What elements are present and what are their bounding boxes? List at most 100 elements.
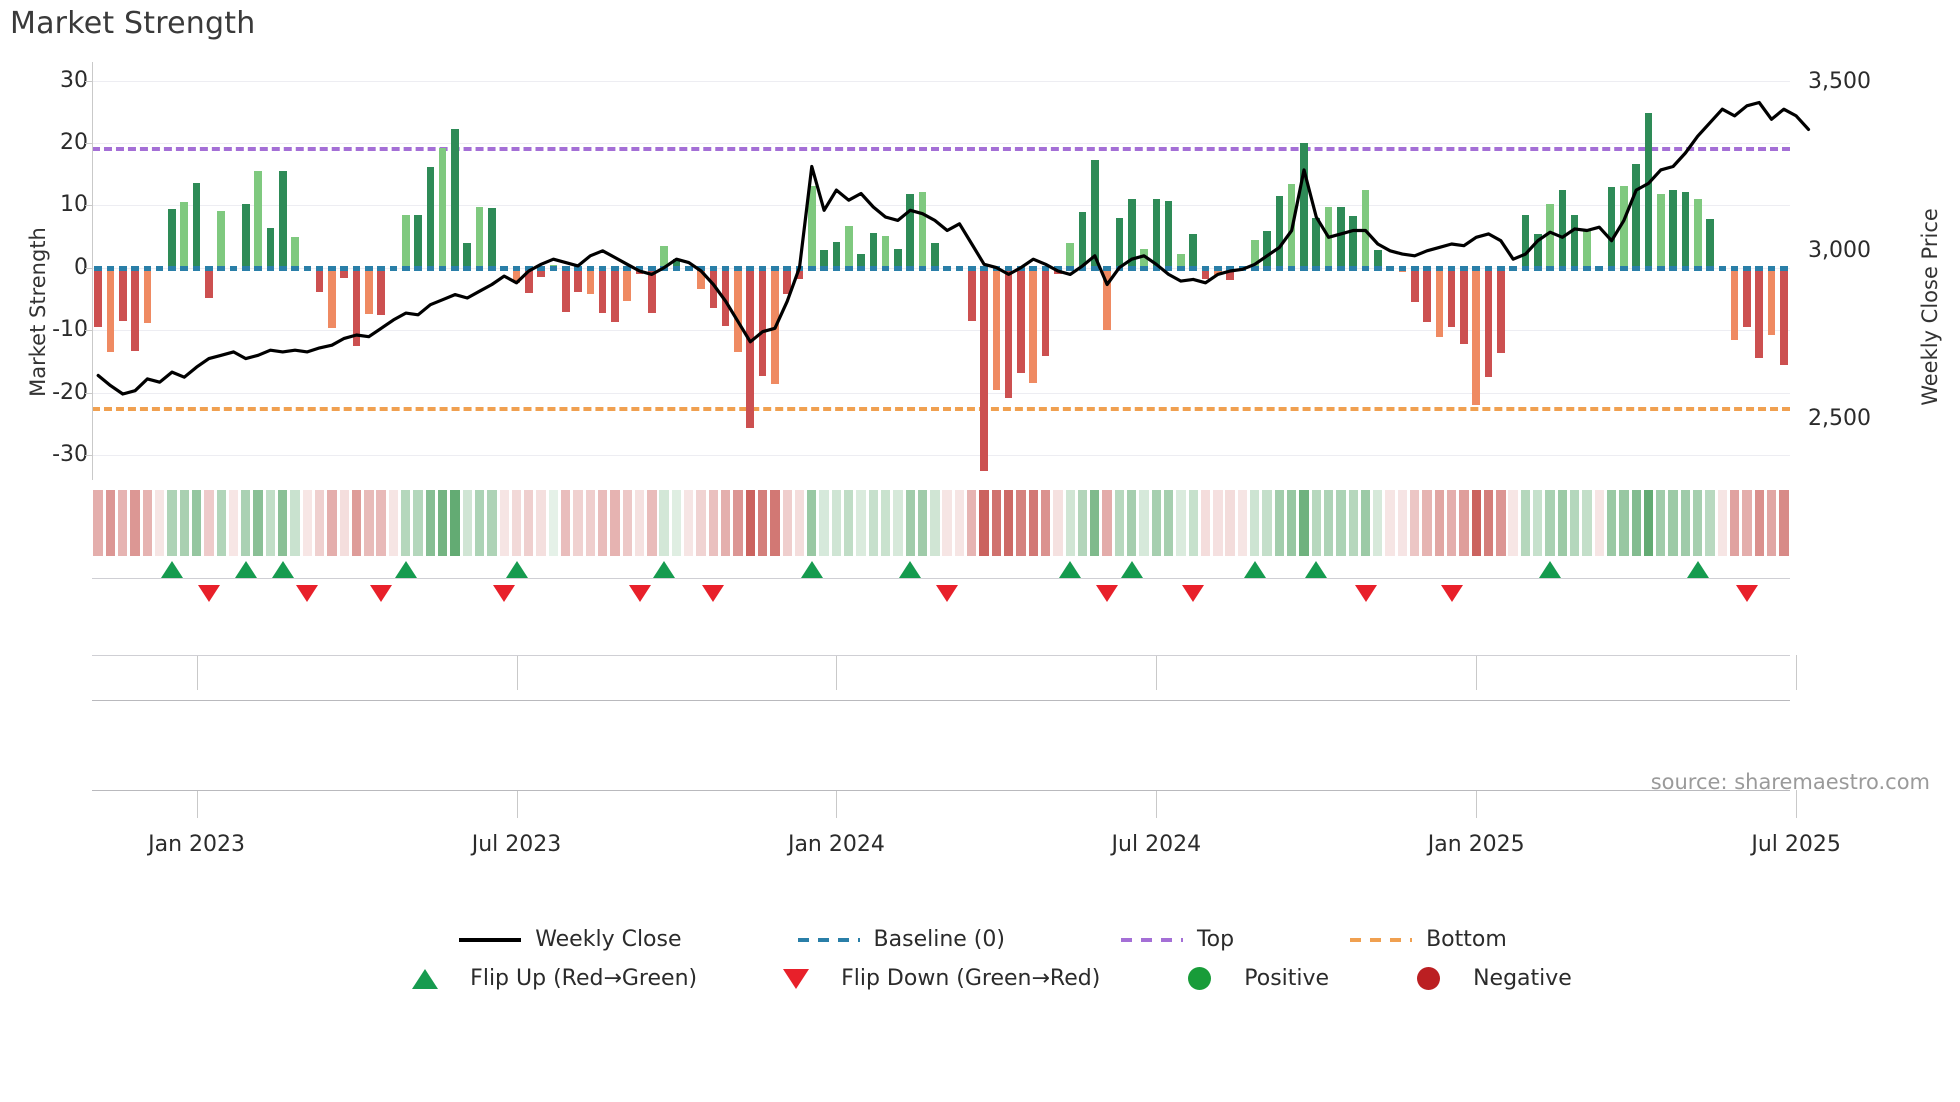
bar — [1115, 217, 1124, 268]
baseline-segment — [574, 265, 582, 271]
bar — [660, 246, 668, 268]
heatmap-cell — [290, 490, 300, 556]
baseline-segment — [561, 265, 570, 271]
bar — [1546, 203, 1554, 268]
legend-item[interactable]: Negative — [1391, 966, 1572, 991]
baseline-segment — [734, 265, 742, 271]
heatmap-cell — [167, 490, 177, 556]
baseline-segment — [869, 265, 878, 271]
heatmap-cell — [1594, 490, 1604, 556]
y-axis-left-tickmark — [85, 205, 92, 207]
baseline-segment — [328, 265, 336, 271]
heatmap-cell — [1286, 490, 1297, 556]
bar — [1533, 233, 1542, 268]
legend-item[interactable]: Positive — [1162, 966, 1329, 991]
baseline-segment — [205, 265, 213, 271]
flip-down-marker — [296, 585, 319, 602]
baseline-segment — [500, 265, 508, 271]
axis-rule — [92, 700, 1790, 701]
heatmap-cell — [191, 490, 202, 556]
baseline-segment — [1115, 265, 1124, 271]
baseline-segment — [1546, 265, 1554, 271]
flip-down-marker — [1735, 585, 1758, 602]
bar — [1066, 242, 1074, 268]
baseline-segment — [1423, 265, 1431, 271]
bar — [1041, 267, 1050, 357]
bar — [94, 267, 102, 328]
baseline-segment — [672, 265, 681, 271]
baseline-segment — [1140, 265, 1148, 271]
baseline-segment — [758, 265, 767, 271]
heatmap-cell — [1631, 490, 1641, 556]
heatmap-cell — [401, 490, 411, 556]
heatmap-cell — [265, 490, 276, 556]
legend-item[interactable]: Flip Down (Green→Red) — [759, 966, 1100, 991]
legend-item[interactable]: Flip Up (Red→Green) — [388, 966, 697, 991]
bar — [180, 202, 189, 268]
heatmap-cell — [917, 490, 928, 556]
baseline-segment — [1533, 265, 1542, 271]
heatmap-cell — [671, 490, 682, 556]
heatmap-cell — [1053, 490, 1063, 556]
x-axis-tickmark — [1796, 655, 1798, 690]
legend-item[interactable]: Top — [1115, 927, 1234, 952]
heatmap-cell — [130, 490, 140, 556]
baseline-segment — [635, 265, 644, 271]
baseline-segment — [1521, 265, 1530, 271]
heatmap-cell — [573, 490, 583, 556]
heatmap-cell — [1520, 490, 1531, 556]
x-axis-tickmark — [1156, 790, 1158, 818]
baseline-segment — [1189, 265, 1198, 271]
heatmap-cell — [524, 490, 534, 556]
heatmap-cell — [1373, 490, 1383, 556]
bar — [771, 267, 779, 384]
heatmap-cell — [1483, 490, 1494, 556]
bar — [1152, 199, 1161, 268]
heatmap-cell — [979, 490, 989, 556]
bar — [1410, 267, 1419, 303]
heatmap-cell — [1213, 490, 1223, 556]
heatmap-cell — [1729, 490, 1740, 556]
bar — [1656, 194, 1665, 268]
gridline — [92, 392, 1790, 394]
heatmap-cell — [1336, 490, 1346, 556]
axis-rule — [92, 578, 1790, 579]
bar — [1730, 267, 1739, 340]
bar — [980, 267, 988, 471]
baseline-segment — [303, 265, 312, 271]
heatmap-cell — [954, 490, 965, 556]
bar — [967, 267, 976, 321]
legend-item[interactable]: Bottom — [1344, 927, 1507, 952]
bar — [217, 211, 225, 268]
bar — [205, 267, 213, 298]
flip-up-marker — [1120, 561, 1143, 578]
flip-down-marker — [702, 585, 725, 602]
bar — [1570, 214, 1579, 268]
baseline-segment — [820, 265, 828, 271]
legend-item[interactable]: Baseline (0) — [792, 927, 1005, 952]
x-axis-tickmark — [196, 655, 198, 690]
heatmap-cell — [819, 490, 829, 556]
bar — [869, 232, 878, 268]
x-axis-tickmark — [836, 790, 838, 818]
heatmap-cell — [610, 490, 620, 556]
legend-item[interactable]: Weekly Close — [453, 927, 682, 952]
bar — [648, 267, 656, 314]
baseline-segment — [488, 265, 496, 271]
bar — [1484, 267, 1493, 378]
flip-up-marker — [800, 561, 823, 578]
heatmap-cell — [745, 490, 755, 556]
bar — [1644, 113, 1653, 268]
y-axis-right-tick-label: 2,500 — [1808, 406, 1871, 432]
y-axis-left-tickmark — [85, 80, 92, 82]
x-axis-tick-label: Jul 2024 — [1111, 832, 1202, 857]
baseline-segment — [1755, 265, 1764, 271]
baseline-segment — [967, 265, 976, 271]
bar — [832, 242, 841, 268]
heatmap-cell — [1348, 490, 1358, 556]
gridline — [92, 455, 1790, 457]
bar — [697, 267, 705, 290]
bar — [143, 267, 152, 323]
legend-label: Positive — [1244, 966, 1330, 991]
bar — [1681, 192, 1690, 268]
